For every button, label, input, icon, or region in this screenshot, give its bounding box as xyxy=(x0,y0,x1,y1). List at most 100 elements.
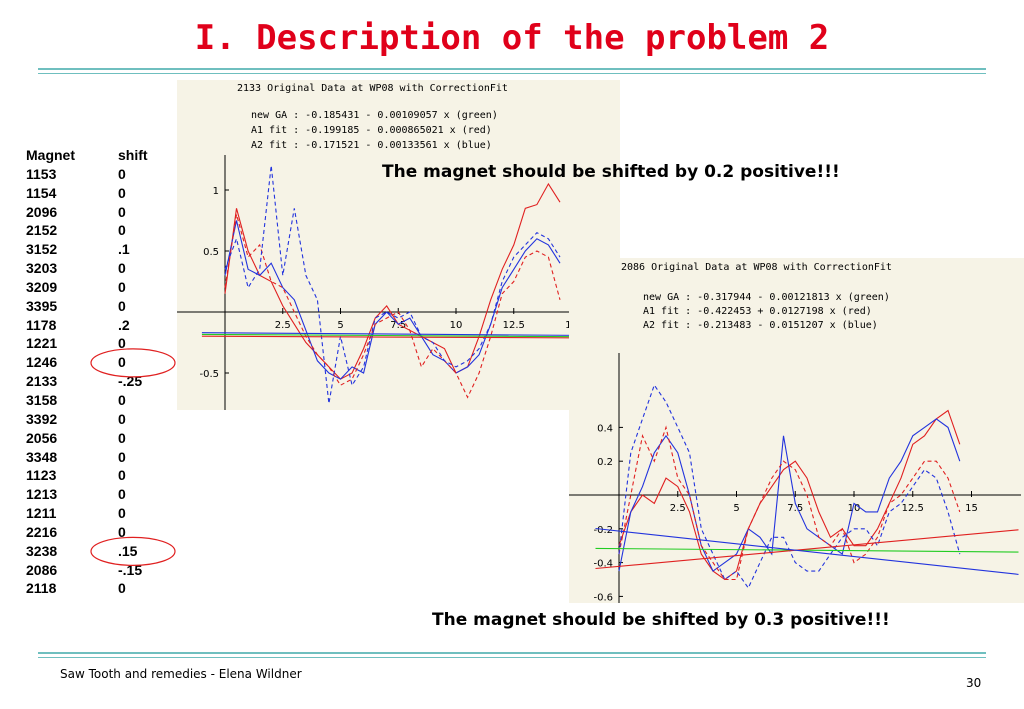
plot-2133-title: 2133 Original Data at WP08 with Correcti… xyxy=(237,83,508,94)
x-tick-label: 2.5 xyxy=(670,503,686,514)
footer-rule-thin xyxy=(38,657,986,658)
plot-2133-svg: 2133 Original Data at WP08 with Correcti… xyxy=(177,83,617,410)
series-green-4 xyxy=(595,547,1019,553)
magnet-id: 1211 xyxy=(26,505,57,522)
footer-text: Saw Tooth and remedies - Elena Wildner xyxy=(60,667,302,681)
y-tick-label: 0.5 xyxy=(203,247,219,258)
slide-title: I. Description of the problem 2 xyxy=(194,18,830,58)
shift-value: .1 xyxy=(118,241,130,258)
x-tick-label: 10 xyxy=(450,320,463,331)
series-red-dashed-2 xyxy=(618,425,961,581)
message-top: The magnet should be shifted by 0.2 posi… xyxy=(382,162,840,182)
shift-value: 0 xyxy=(118,260,126,277)
magnet-id: 1246 xyxy=(26,354,58,371)
highlight-circle xyxy=(90,536,176,566)
series-green-4 xyxy=(201,333,595,338)
series-blue-6 xyxy=(201,332,595,337)
magnet-id: 1153 xyxy=(26,165,57,182)
table-row: 2118 0 xyxy=(26,579,166,598)
magnet-id: 3209 xyxy=(26,278,58,295)
table-row: 1153 0 xyxy=(26,165,166,184)
shift-value: 0 xyxy=(118,354,126,371)
plot-2086-fit-a1: A1 fit : -0.422453 + 0.0127198 x (red) xyxy=(643,306,872,317)
y-tick-label: -0.5 xyxy=(199,369,219,380)
shift-value: .2 xyxy=(118,316,130,333)
y-tick-label: -0.4 xyxy=(593,559,613,570)
shift-value: 0 xyxy=(118,523,126,540)
magnet-id: 1221 xyxy=(26,335,58,352)
magnet-id: 3203 xyxy=(26,260,58,277)
plot-2086-fit-a2: A2 fit : -0.213483 - 0.0151207 x (blue) xyxy=(643,320,878,331)
table-row: 3203 0 xyxy=(26,259,166,278)
shift-value: 0 xyxy=(118,448,126,465)
table-header: Magnet shift xyxy=(26,146,166,165)
header-shift: shift xyxy=(118,147,148,163)
magnet-id: 3392 xyxy=(26,410,58,427)
highlight-circle xyxy=(90,348,176,378)
table-row: 1211 0 xyxy=(26,504,166,523)
plot-2086-title: 2086 Original Data at WP08 with Correcti… xyxy=(621,262,892,273)
shift-table: Magnet shift 1153 0 1154 0 2096 0 2152 0 3152.1 3… xyxy=(26,146,166,598)
magnet-id: 2133 xyxy=(26,373,58,390)
shift-value: 0 xyxy=(118,222,126,239)
magnet-id: 2096 xyxy=(26,203,58,220)
magnet-id: 1178 xyxy=(26,316,57,333)
plot-2133-fit-a1: A1 fit : -0.199185 - 0.000865021 x (red) xyxy=(251,125,492,136)
series-red-dashed-2 xyxy=(224,214,561,399)
series-blue-1 xyxy=(618,418,961,572)
x-tick-label: 12.5 xyxy=(503,320,525,331)
magnet-id: 2216 xyxy=(26,523,58,540)
magnet-id: 3152 xyxy=(26,241,58,258)
x-tick-label: 15 xyxy=(965,503,978,514)
table-row: 3392 0 xyxy=(26,410,166,429)
plot-2133-fit-ga: new GA : -0.185431 - 0.00109057 x (green… xyxy=(251,110,498,121)
series-red-5 xyxy=(595,529,1019,570)
plot-2133: 2133 Original Data at WP08 with Correcti… xyxy=(177,80,620,410)
table-row: 3348 0 xyxy=(26,448,166,467)
plot-2086-fit-ga: new GA : -0.317944 - 0.00121813 x (green… xyxy=(643,292,890,303)
table-row: 2056 0 xyxy=(26,429,166,448)
magnet-id: 3348 xyxy=(26,448,58,465)
y-tick-label: 1 xyxy=(213,186,219,197)
shift-value: 0 xyxy=(118,505,126,522)
table-row: 2096 0 xyxy=(26,203,166,222)
magnet-id: 3395 xyxy=(26,297,58,314)
title-rule xyxy=(38,68,986,70)
magnet-id: 2056 xyxy=(26,429,58,446)
shift-value: 0 xyxy=(118,184,126,201)
x-tick-label: 12.5 xyxy=(902,503,924,514)
x-tick-label: 2.5 xyxy=(275,320,291,331)
page-number: 30 xyxy=(966,676,982,690)
table-row: 3152 .1 xyxy=(26,240,166,259)
x-tick-label: 7.5 xyxy=(787,503,803,514)
x-tick-label: 10 xyxy=(848,503,861,514)
y-tick-label: 0.2 xyxy=(597,457,613,468)
shift-value: 0 xyxy=(118,410,126,427)
shift-value: 0 xyxy=(118,486,126,503)
x-tick-label: 5 xyxy=(733,503,739,514)
table-row: 1178 .2 xyxy=(26,316,166,335)
table-row: 3158 0 xyxy=(26,391,166,410)
shift-value: 0 xyxy=(118,429,126,446)
table-row: 1123 0 xyxy=(26,466,166,485)
magnet-id: 1123 xyxy=(26,467,57,484)
table-row: 1154 0 xyxy=(26,184,166,203)
title-rule-thin xyxy=(38,73,986,74)
y-tick-label: -0.6 xyxy=(593,592,613,603)
magnet-id: 1213 xyxy=(26,486,58,503)
table-row: 1213 0 xyxy=(26,485,166,504)
table-row: 3238 .15 xyxy=(26,542,166,561)
x-tick-label: 7.5 xyxy=(390,320,406,331)
table-row: 3395 0 xyxy=(26,297,166,316)
header-magnet: Magnet xyxy=(26,147,75,163)
table-row: 2216 0 xyxy=(26,523,166,542)
shift-value: 0 xyxy=(118,297,126,314)
x-tick-label: 5 xyxy=(337,320,343,331)
footer-rule xyxy=(38,652,986,654)
magnet-id: 2152 xyxy=(26,222,58,239)
table-row: 2152 0 xyxy=(26,221,166,240)
plot-2133-fit-a2: A2 fit : -0.171521 - 0.00133561 x (blue) xyxy=(251,140,492,151)
plot-2086: 2086 Original Data at WP08 with Correcti… xyxy=(569,258,1024,603)
shift-value: 0 xyxy=(118,335,126,352)
magnet-id: 3238 xyxy=(26,542,58,559)
